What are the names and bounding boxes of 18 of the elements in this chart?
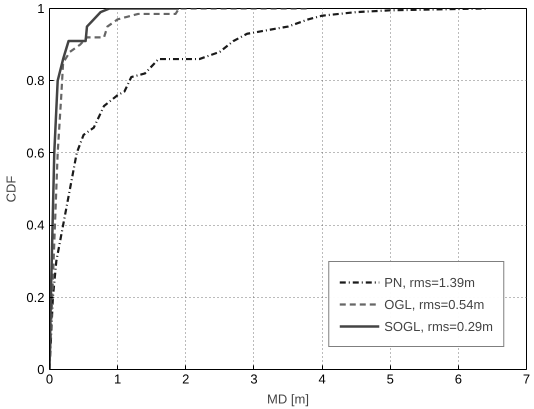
y-tick-label: 0: [37, 362, 45, 377]
y-tick-label: 0.4: [26, 218, 45, 233]
x-tick-label: 5: [386, 372, 394, 386]
x-tick-label: 2: [182, 372, 190, 386]
x-tick-label: 6: [454, 372, 462, 386]
legend-label: OGL, rms=0.54m: [384, 296, 484, 312]
x-tick-label: 1: [114, 372, 122, 386]
y-tick-label: 0.8: [26, 73, 45, 88]
y-tick-label: 1: [37, 1, 45, 16]
y-tick-label: 0.2: [26, 290, 45, 305]
y-tick-label: 0.6: [26, 145, 45, 160]
x-axis-title: MD [m]: [267, 392, 309, 406]
legend-label: SOGL, rms=0.29m: [384, 318, 493, 334]
x-tick-label: 7: [522, 372, 530, 386]
legend-label: PN, rms=1.39m: [384, 274, 475, 290]
x-tick-label: 3: [250, 372, 258, 386]
y-axis-title: CDF: [3, 176, 18, 202]
x-tick-label: 4: [318, 372, 326, 386]
